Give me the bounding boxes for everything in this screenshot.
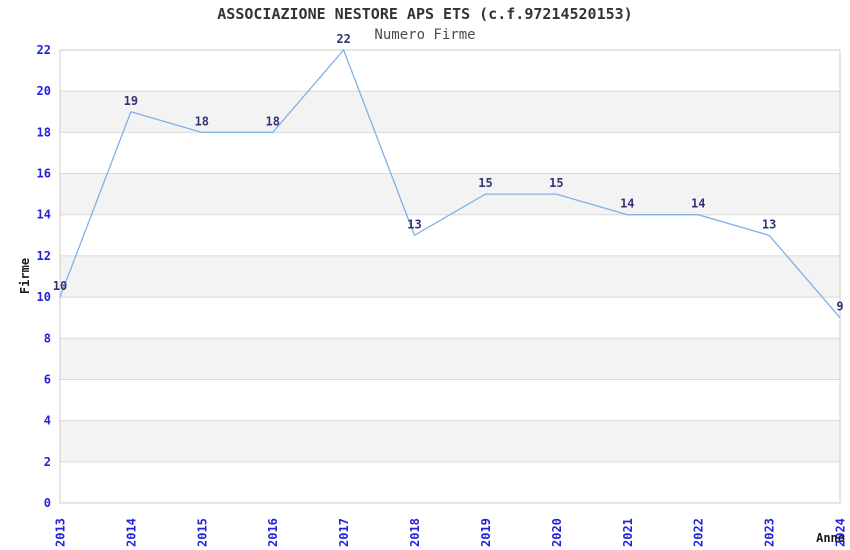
- x-tick-label: 2023: [763, 518, 777, 547]
- chart-subtitle: Numero Firme: [374, 27, 476, 43]
- x-tick-label: 2017: [337, 518, 351, 547]
- grid-band: [60, 91, 840, 133]
- x-tick-label: 2024: [834, 518, 848, 547]
- y-tick-label: 2: [44, 455, 51, 469]
- grid-band: [60, 420, 840, 462]
- x-tick-label: 2013: [54, 518, 68, 547]
- y-tick-label: 12: [37, 249, 51, 263]
- x-tick-label: 2015: [195, 518, 209, 547]
- y-tick-label: 8: [44, 331, 51, 345]
- y-tick-label: 6: [44, 373, 51, 387]
- grid-band: [60, 173, 840, 215]
- y-tick-label: 20: [37, 84, 51, 98]
- plot-border: [59, 49, 841, 504]
- x-tick-label: 2022: [692, 518, 706, 547]
- data-line: [59, 48, 841, 319]
- data-label: 9: [836, 300, 843, 314]
- data-label: 22: [336, 32, 350, 46]
- data-label: 15: [478, 176, 492, 190]
- grid-band: [60, 255, 840, 298]
- x-tick-label: 2019: [479, 518, 493, 547]
- data-label: 14: [620, 197, 634, 211]
- x-axis-label: Anno: [816, 531, 845, 545]
- data-label: 13: [762, 217, 776, 231]
- data-label: 18: [195, 114, 209, 128]
- y-tick-label: 10: [37, 290, 51, 304]
- grid-band: [60, 338, 840, 380]
- x-tick-label: 2021: [621, 518, 635, 547]
- x-tick-label: 2020: [550, 518, 564, 547]
- x-tick-label: 2016: [266, 518, 280, 547]
- y-tick-label: 14: [37, 208, 51, 222]
- y-tick-label: 18: [37, 125, 51, 139]
- data-label: 14: [691, 197, 705, 211]
- x-tick-label: 2014: [124, 518, 138, 547]
- data-label: 15: [549, 176, 563, 190]
- y-tick-label: 16: [37, 167, 51, 181]
- y-axis-label: Firme: [18, 257, 32, 295]
- y-tick-label: 0: [44, 496, 51, 510]
- y-tick-label: 4: [44, 414, 51, 428]
- x-tick-label: 2018: [408, 518, 422, 547]
- data-label: 13: [407, 217, 421, 231]
- data-label: 19: [124, 94, 138, 108]
- data-label: 18: [265, 114, 279, 128]
- data-label: 10: [53, 279, 67, 293]
- y-tick-label: 22: [37, 43, 51, 57]
- chart-title: ASSOCIAZIONE NESTORE APS ETS (c.f.972145…: [217, 5, 633, 23]
